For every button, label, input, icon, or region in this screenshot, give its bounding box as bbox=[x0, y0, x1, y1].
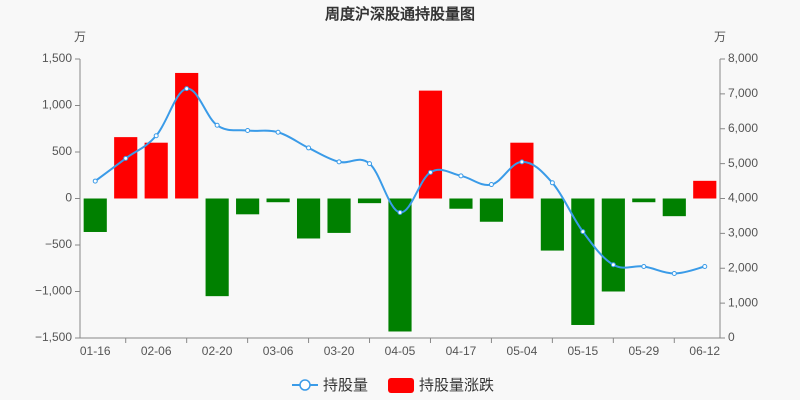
line-point bbox=[549, 180, 555, 186]
bar bbox=[601, 198, 625, 292]
line-point bbox=[641, 264, 647, 270]
x-tick-label: 03-06 bbox=[263, 344, 294, 358]
bar bbox=[327, 198, 351, 233]
legend-marker bbox=[299, 379, 311, 391]
bar bbox=[266, 198, 290, 203]
bar bbox=[296, 198, 321, 239]
y-tick-label: 500 bbox=[52, 144, 72, 158]
bar bbox=[693, 180, 717, 199]
line-point bbox=[275, 129, 281, 135]
line-point bbox=[245, 127, 251, 133]
line-point bbox=[153, 133, 159, 139]
x-tick-label: 05-04 bbox=[507, 344, 538, 358]
line-point bbox=[367, 161, 373, 167]
x-tick-label: 04-17 bbox=[446, 344, 477, 358]
line-point bbox=[671, 270, 677, 276]
y2-tick-label: 8,000 bbox=[728, 51, 758, 65]
line-point bbox=[702, 264, 708, 270]
y2-tick-label: 3,000 bbox=[728, 226, 758, 240]
y-tick-label: 1,000 bbox=[42, 98, 72, 112]
bar bbox=[357, 198, 382, 204]
bar bbox=[571, 198, 595, 325]
y2-tick-label: 0 bbox=[728, 330, 735, 344]
y2-tick-label: 7,000 bbox=[728, 86, 758, 100]
y-tick-label: −500 bbox=[45, 237, 72, 251]
y2-tick-label: 6,000 bbox=[728, 121, 758, 135]
line-point bbox=[184, 86, 190, 92]
line-point bbox=[488, 182, 494, 188]
x-tick-label: 05-29 bbox=[628, 344, 659, 358]
bar bbox=[540, 198, 564, 251]
bar bbox=[144, 142, 168, 199]
y-tick-label: −1,000 bbox=[35, 284, 72, 298]
bar bbox=[114, 137, 138, 199]
x-tick-label: 05-15 bbox=[568, 344, 599, 358]
line-point bbox=[306, 145, 312, 151]
line-point bbox=[123, 155, 129, 161]
bar bbox=[205, 198, 229, 297]
y-unit: 万 bbox=[74, 30, 86, 44]
y-tick-label: 0 bbox=[65, 191, 72, 205]
y2-tick-label: 1,000 bbox=[728, 295, 758, 309]
bar bbox=[510, 142, 534, 199]
x-tick-label: 01-16 bbox=[80, 344, 111, 358]
x-tick-label: 03-20 bbox=[324, 344, 355, 358]
line-point bbox=[336, 159, 342, 165]
chart-title: 周度沪深股通持股量图 bbox=[325, 5, 475, 23]
bar bbox=[479, 198, 504, 222]
y2-tick-label: 4,000 bbox=[728, 191, 758, 205]
y-tick-label: 1,500 bbox=[42, 51, 72, 65]
x-tick-label: 02-20 bbox=[202, 344, 233, 358]
line-point bbox=[92, 178, 98, 184]
x-tick-label: 04-05 bbox=[385, 344, 416, 358]
line-point bbox=[610, 262, 616, 268]
line-point bbox=[519, 159, 525, 165]
y2-unit: 万 bbox=[714, 30, 726, 44]
line-point bbox=[427, 169, 433, 175]
line-point bbox=[580, 229, 586, 235]
bar bbox=[449, 198, 473, 209]
bar bbox=[418, 90, 443, 199]
x-tick-label: 02-06 bbox=[141, 344, 172, 358]
line-point bbox=[397, 209, 403, 215]
line-point bbox=[214, 122, 220, 128]
bar bbox=[632, 198, 656, 203]
y-tick-label: −1,500 bbox=[35, 330, 72, 344]
y2-tick-label: 5,000 bbox=[728, 156, 758, 170]
legend-label: 持股量 bbox=[323, 377, 368, 394]
legend-label: 持股量涨跌 bbox=[419, 377, 494, 394]
y2-tick-label: 2,000 bbox=[728, 260, 758, 274]
legend-swatch bbox=[388, 378, 415, 393]
bar bbox=[662, 198, 686, 217]
bar bbox=[236, 198, 260, 215]
x-tick-label: 06-12 bbox=[689, 344, 720, 358]
bar bbox=[175, 72, 199, 199]
bar bbox=[83, 198, 107, 232]
line-point bbox=[458, 173, 464, 179]
bar bbox=[388, 198, 412, 332]
